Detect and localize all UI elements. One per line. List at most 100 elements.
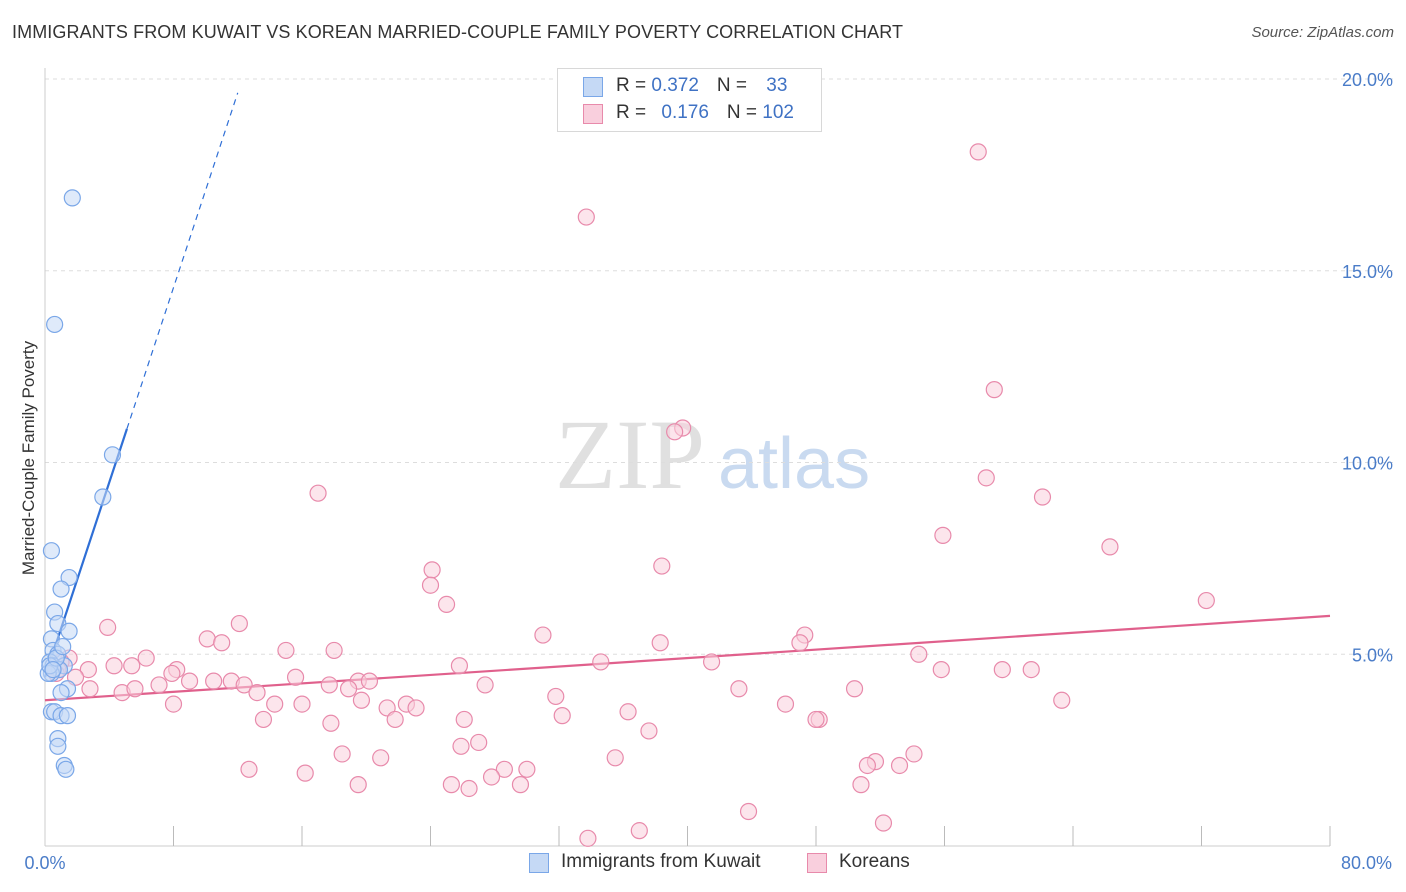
korean-point <box>372 749 390 767</box>
korean-point <box>890 756 909 775</box>
kuwait-point <box>49 737 67 755</box>
korean-point <box>619 703 637 721</box>
chart-title: IMMIGRANTS FROM KUWAIT VS KOREAN MARRIED… <box>12 22 904 42</box>
korean-point <box>1022 660 1040 679</box>
bottom-legend-label: Koreans <box>839 851 910 872</box>
korean-point <box>126 680 144 698</box>
korean-point <box>437 595 456 613</box>
korean-point <box>339 680 358 698</box>
korean-point <box>322 714 340 732</box>
legend-r-label: R = <box>616 102 652 123</box>
korean-point <box>248 683 266 702</box>
kuwait-point <box>57 760 75 778</box>
korean-point <box>807 710 825 729</box>
korean-point <box>205 672 223 690</box>
korean-point <box>547 687 565 706</box>
korean-point <box>518 760 536 778</box>
kuwait-point <box>63 189 81 207</box>
korean-point <box>577 208 595 226</box>
kuwait-point <box>54 637 72 656</box>
korean-point <box>349 776 367 794</box>
legend-swatch-kuwait <box>583 77 603 97</box>
korean-point <box>455 710 473 729</box>
korean-point <box>993 660 1011 679</box>
korean-point <box>150 676 168 694</box>
korean-point <box>198 630 216 648</box>
korean-point <box>470 733 488 752</box>
bottom-legend-swatch-kuwait <box>529 853 549 873</box>
korean-point <box>286 668 305 686</box>
y-tick-label: 15.0% <box>1342 262 1393 282</box>
korean-point <box>460 779 478 798</box>
korean-point <box>105 657 123 675</box>
y-tick-label: 5.0% <box>1352 645 1393 665</box>
axis-labels: 5.0% 10.0% 15.0% 20.0% 0.0% 80.0% Married-Coup… <box>19 70 1393 873</box>
korean-point <box>452 737 470 755</box>
korean-point <box>1101 538 1119 556</box>
korean-point <box>910 645 928 663</box>
korean-point <box>791 634 809 652</box>
watermark-atlas: atlas <box>718 424 870 504</box>
korean-point <box>858 756 877 775</box>
korean-point <box>640 722 658 740</box>
kuwait-trend-extension <box>126 92 239 430</box>
y-axis-label: Married-Couple Family Poverty <box>19 340 38 575</box>
legend-swatch-koreans <box>583 104 603 124</box>
korean-point <box>511 776 530 794</box>
kuwait-point <box>52 683 70 702</box>
korean-point <box>1033 488 1052 506</box>
korean-point <box>277 641 295 660</box>
korean-point <box>985 381 1003 399</box>
korean-point <box>932 660 950 679</box>
korean-point <box>450 657 469 675</box>
korean-point <box>651 634 669 652</box>
korean-point <box>1197 591 1215 610</box>
korean-point <box>386 710 404 729</box>
korean-point <box>495 760 513 778</box>
korean-point <box>845 680 864 698</box>
korean-point <box>137 649 155 667</box>
bottom-legend-swatch-koreans <box>807 853 827 873</box>
korean-point <box>421 576 440 594</box>
source-label: Source: ZipAtlas.com <box>1251 24 1394 41</box>
korean-point <box>653 557 671 575</box>
korean-point <box>874 814 893 832</box>
korean-point <box>934 526 952 544</box>
bottom-legend-label: Immigrants from Kuwait <box>561 851 761 872</box>
korean-point <box>79 660 97 679</box>
data-points <box>39 143 1215 847</box>
korean-point <box>240 760 258 778</box>
korean-point <box>534 626 552 644</box>
legend-r-value: 0.176 <box>661 102 709 123</box>
korean-point <box>266 695 284 713</box>
korean-point <box>309 484 327 502</box>
kuwait-point <box>42 542 61 560</box>
korean-point <box>333 745 351 763</box>
legend-n-label: N = <box>726 102 763 123</box>
korean-point <box>293 695 311 713</box>
korean-point <box>180 672 199 690</box>
korean-point <box>442 776 460 794</box>
korean-point <box>579 829 597 847</box>
korean-point <box>213 634 231 652</box>
korean-point <box>325 641 343 660</box>
korean-point <box>320 676 338 694</box>
legend-n-label: N = <box>716 75 753 96</box>
korean-point <box>905 745 923 763</box>
x-tick-label: 0.0% <box>24 853 65 873</box>
korean-point <box>81 680 99 698</box>
kuwait-point <box>58 707 77 725</box>
korean-point <box>606 749 624 767</box>
legend-n-value: 102 <box>762 102 794 123</box>
korean-point <box>730 680 748 698</box>
korean-point <box>977 469 995 487</box>
legend-r-value: 0.372 <box>651 75 699 96</box>
korean-point <box>230 614 248 633</box>
y-tick-label: 20.0% <box>1342 70 1393 90</box>
korean-point <box>739 802 758 821</box>
korean-point <box>164 695 183 713</box>
y-tick-label: 10.0% <box>1342 454 1393 474</box>
korean-point <box>776 695 795 713</box>
kuwait-point <box>52 580 70 598</box>
